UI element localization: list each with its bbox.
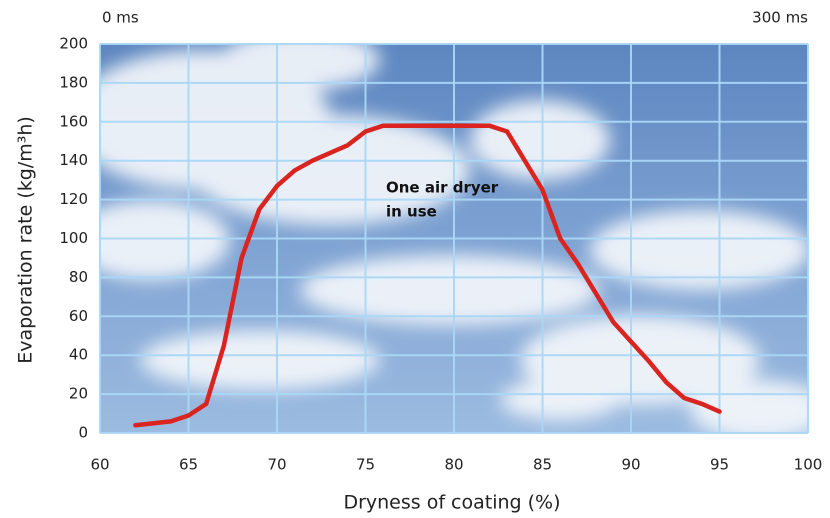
y-tick-label: 180 bbox=[59, 73, 88, 91]
y-tick-label: 80 bbox=[69, 268, 88, 286]
y-tick-label: 0 bbox=[78, 424, 88, 442]
x-axis-title: Dryness of coating (%) bbox=[343, 492, 560, 514]
x-tick-label: 100 bbox=[794, 456, 823, 474]
x-tick-label: 80 bbox=[444, 456, 463, 474]
annotation: in use bbox=[386, 203, 437, 221]
x-tick-label: 65 bbox=[179, 456, 198, 474]
top-right-label: 300 ms bbox=[752, 9, 808, 27]
y-tick-label: 40 bbox=[69, 346, 88, 364]
x-tick-label: 70 bbox=[267, 456, 286, 474]
y-tick-label: 60 bbox=[69, 307, 88, 325]
y-tick-label: 120 bbox=[59, 190, 88, 208]
y-axis-title: Evaporation rate (kg/m³h) bbox=[15, 116, 37, 364]
data-line bbox=[133, 123, 722, 428]
x-tick-label: 60 bbox=[90, 456, 109, 474]
annotation: One air dryer bbox=[386, 179, 499, 197]
y-tick-label: 160 bbox=[59, 112, 88, 130]
plot-background bbox=[100, 44, 808, 433]
top-left-label: 0 ms bbox=[102, 9, 139, 27]
x-tick-label: 95 bbox=[710, 456, 729, 474]
x-tick-label: 85 bbox=[533, 456, 552, 474]
x-tick-label: 75 bbox=[356, 456, 375, 474]
y-tick-label: 20 bbox=[69, 385, 88, 403]
y-tick-label: 140 bbox=[59, 151, 88, 169]
x-tick-label: 90 bbox=[621, 456, 640, 474]
y-tick-label: 100 bbox=[59, 229, 88, 247]
y-tick-label: 200 bbox=[59, 35, 88, 53]
